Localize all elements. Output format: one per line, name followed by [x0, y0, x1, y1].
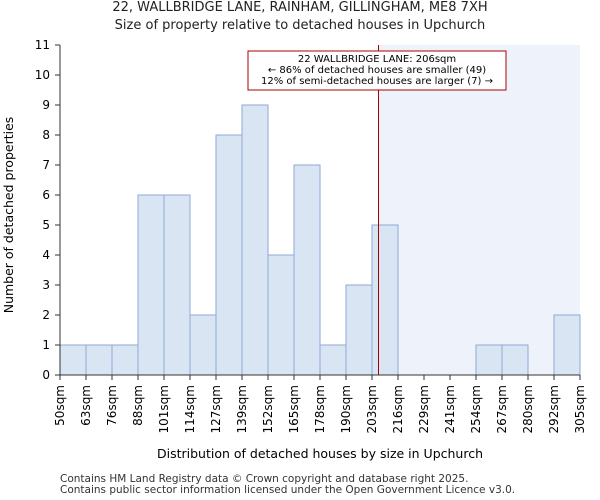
annotation-line-2: ← 86% of detached houses are smaller (49… — [268, 65, 486, 76]
histogram-bar — [111, 344, 139, 376]
x-tick-label: 203sqm — [365, 385, 379, 433]
histogram-bar — [345, 284, 373, 376]
histogram-bar — [59, 344, 87, 376]
x-tick-label: 292sqm — [547, 385, 561, 433]
x-tick-label: 88sqm — [131, 385, 145, 426]
x-tick-label: 50sqm — [53, 385, 67, 426]
x-tick-label: 267sqm — [495, 385, 509, 433]
y-tick-label: 8 — [42, 128, 50, 142]
histogram-bar — [215, 134, 243, 376]
histogram-bar — [475, 344, 503, 376]
x-tick-label: 165sqm — [287, 385, 301, 433]
x-tick-label: 216sqm — [391, 385, 405, 433]
x-tick-label: 63sqm — [79, 385, 93, 426]
y-tick-label: 1 — [42, 338, 50, 352]
x-tick-label: 229sqm — [417, 385, 431, 433]
x-tick-label: 152sqm — [261, 385, 275, 433]
x-tick-label: 139sqm — [235, 385, 249, 433]
y-tick-label: 0 — [42, 368, 50, 382]
histogram-bar — [501, 344, 529, 376]
annotation-line-3: 12% of semi-detached houses are larger (… — [261, 76, 493, 87]
histogram-bar — [293, 164, 321, 376]
y-tick-label: 7 — [42, 158, 50, 172]
histogram-bar — [241, 104, 269, 376]
x-axis-label: Distribution of detached houses by size … — [157, 446, 483, 461]
x-tick-label: 114sqm — [183, 385, 197, 433]
histogram-bar — [85, 344, 113, 376]
annotation-line-1: 22 WALLBRIDGE LANE: 206sqm — [298, 54, 456, 65]
histogram-bar — [189, 314, 217, 376]
histogram-bar — [371, 224, 399, 376]
x-tick-label: 127sqm — [209, 385, 223, 433]
histogram-bar — [163, 194, 191, 376]
y-tick-label: 9 — [42, 98, 50, 112]
y-tick-label: 4 — [42, 248, 50, 262]
annotation-box — [247, 50, 507, 91]
histogram-chart: 0 1 2 3 4 5 6 7 8 9 10 11 50sqm 63sqm 76sqm 88sqm 101sqm… — [1, 38, 587, 461]
x-tick-label: 190sqm — [339, 385, 353, 433]
histogram-bar — [553, 314, 581, 376]
footer-licence: Contains public sector information licen… — [60, 484, 516, 496]
chart-subtitle: Size of property relative to detached ho… — [114, 18, 486, 33]
y-axis-label: Number of detached properties — [1, 117, 16, 314]
x-tick-label: 254sqm — [469, 385, 483, 433]
histogram-bar — [267, 254, 295, 376]
chart-title: 22, WALLBRIDGE LANE, RAINHAM, GILLINGHAM… — [112, 0, 488, 15]
x-tick-label: 280sqm — [521, 385, 535, 433]
x-tick-label: 241sqm — [443, 385, 457, 433]
x-tick-label: 101sqm — [157, 385, 171, 433]
footer-copyright: Contains HM Land Registry data © Crown c… — [60, 473, 469, 485]
histogram-bar — [137, 194, 165, 376]
x-tick-label: 76sqm — [105, 385, 119, 426]
highlight-region — [378, 45, 580, 375]
y-tick-label: 6 — [42, 188, 50, 202]
y-tick-label: 5 — [42, 218, 50, 232]
x-tick-label: 305sqm — [573, 385, 587, 433]
x-tick-label: 178sqm — [313, 385, 327, 433]
y-tick-label: 11 — [35, 38, 50, 52]
histogram-bar — [319, 344, 347, 376]
y-tick-label: 3 — [42, 278, 50, 292]
y-tick-label: 10 — [35, 68, 50, 82]
y-tick-label: 2 — [42, 308, 50, 322]
